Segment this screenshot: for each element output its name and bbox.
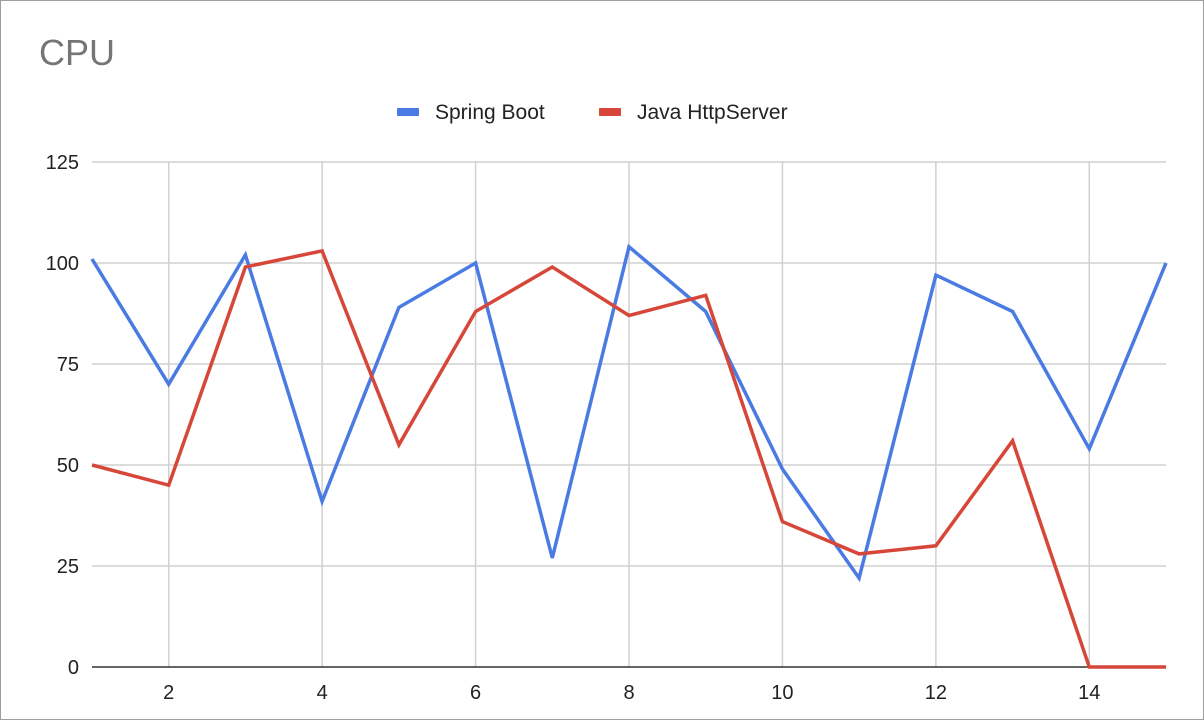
y-tick-label: 25	[57, 556, 79, 578]
legend-item-java-httpserver[interactable]: Java HttpServer	[599, 101, 788, 124]
series-line-java-httpserver	[91, 248, 1166, 669]
chart-title: CPU	[39, 32, 115, 73]
series-line-spring-boot	[90, 243, 1168, 583]
x-tick-label: 2	[163, 682, 174, 704]
x-tick-label: 10	[771, 682, 793, 704]
legend-swatch-spring-boot	[397, 108, 419, 116]
x-tick-label: 14	[1078, 682, 1100, 704]
y-tick-label: 75	[57, 354, 79, 376]
y-tick-label: 100	[46, 253, 79, 275]
y-tick-label: 50	[57, 455, 79, 477]
x-tick-label: 12	[925, 682, 947, 704]
series-lines	[90, 243, 1168, 669]
x-tick-label: 4	[317, 682, 328, 704]
legend-label-spring-boot: Spring Boot	[435, 101, 545, 124]
legend-swatch-java-httpserver	[599, 108, 621, 116]
y-axis-ticks: 0 25 50 75 100 125	[46, 152, 79, 679]
y-tick-label: 0	[68, 657, 79, 679]
x-tick-label: 8	[623, 682, 634, 704]
legend-item-spring-boot[interactable]: Spring Boot	[397, 101, 545, 124]
x-axis-ticks: 2 4 6 8 10 12 14	[163, 682, 1100, 704]
x-tick-label: 6	[470, 682, 481, 704]
gridlines	[92, 161, 1166, 667]
legend: Spring Boot Java HttpServer	[397, 101, 788, 124]
legend-label-java-httpserver: Java HttpServer	[637, 101, 788, 124]
y-tick-label: 125	[46, 152, 79, 174]
